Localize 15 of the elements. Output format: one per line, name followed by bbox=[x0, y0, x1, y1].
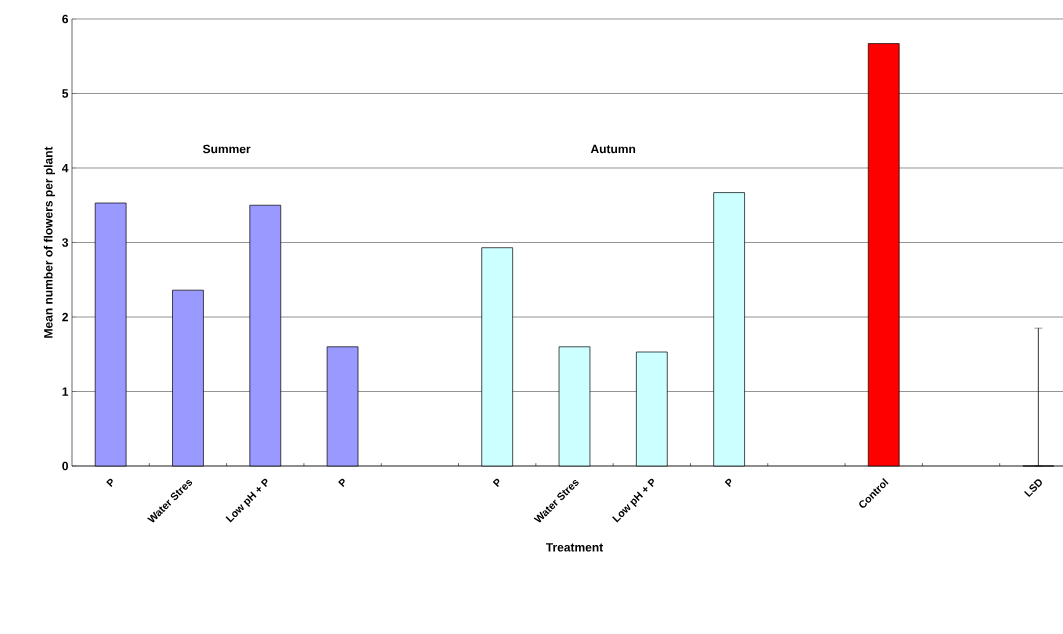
x-tick-label: P bbox=[106, 478, 113, 488]
y-tick-label: 0 bbox=[62, 461, 68, 471]
x-tick-label: P bbox=[338, 478, 345, 488]
y-tick-label: 4 bbox=[61, 163, 69, 173]
y-axis-title: Mean number of flowers per plant bbox=[43, 146, 55, 338]
x-axis-title: Treatment bbox=[545, 543, 604, 552]
y-tick-label: 6 bbox=[62, 14, 69, 24]
x-tick-label: P bbox=[492, 478, 500, 488]
y-tick-label: 1 bbox=[62, 387, 69, 396]
x-tick-label: P bbox=[724, 478, 732, 488]
y-tick-label: 2 bbox=[62, 312, 68, 322]
y-tick-label: 3 bbox=[62, 238, 69, 247]
annotation: Summer bbox=[202, 144, 251, 154]
annotation: Autumn bbox=[590, 144, 636, 154]
y-tick-label: 5 bbox=[62, 89, 69, 98]
